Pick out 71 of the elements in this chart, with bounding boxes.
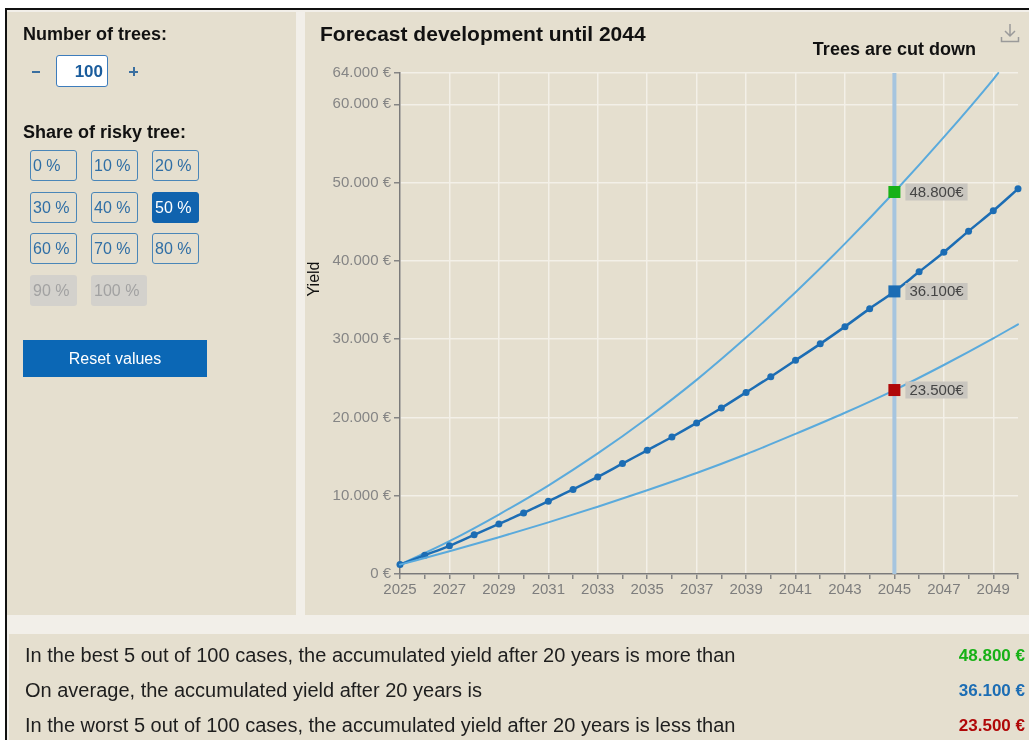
- point: [989, 207, 997, 215]
- text: Share of risky tree:: [23, 121, 187, 143]
- point: [693, 419, 701, 427]
- point: [594, 473, 602, 481]
- point: [470, 531, 478, 539]
- chart-title: Forecast development until 2044: [320, 21, 646, 45]
- point: [888, 384, 901, 397]
- point: [915, 268, 923, 276]
- point: [717, 404, 725, 412]
- text: 20 %: [155, 156, 192, 175]
- x-tick-label: 2041: [778, 580, 813, 598]
- text: 70 %: [94, 239, 131, 258]
- data-label: 36.100€: [909, 282, 965, 300]
- y-tick-label: 64.000 €: [332, 63, 392, 81]
- y-tick-label: 20.000 €: [332, 407, 392, 425]
- y-tick-label: 10.000 €: [332, 485, 392, 503]
- x-tick-label: 2043: [828, 580, 862, 598]
- data-label: 48.800€: [909, 182, 965, 200]
- point: [618, 460, 626, 468]
- point: [495, 520, 503, 528]
- number-field: 100: [56, 55, 108, 87]
- x-tick-label: 2029: [482, 580, 516, 598]
- point: [816, 340, 824, 348]
- x-tick-label: 2045: [877, 580, 912, 598]
- ref-line-label: Trees are cut down: [812, 38, 976, 59]
- text: Number of trees:: [23, 23, 168, 45]
- x-tick-label: 2033: [581, 580, 615, 598]
- point: [767, 373, 775, 381]
- point: [792, 356, 800, 364]
- y-tick-label: 40.000 €: [332, 251, 392, 269]
- text: 50 %: [155, 198, 192, 217]
- text: On average, the accumulated yield after 20 years is: [25, 679, 482, 702]
- point: [940, 248, 948, 256]
- text: In the worst 5 out of 100 cases, the accumulated yield after 20 years is less than: [25, 714, 736, 737]
- y-tick-label: 60.000 €: [332, 94, 392, 112]
- point: [445, 542, 453, 550]
- point: [888, 185, 901, 198]
- point: [544, 497, 552, 505]
- text: 23.500 €: [957, 715, 1025, 737]
- point: [1014, 185, 1022, 193]
- x-tick-label: 2039: [729, 580, 763, 598]
- y-tick-label: 0 €: [370, 564, 392, 582]
- point: [742, 388, 750, 396]
- point: [643, 446, 651, 454]
- point: [520, 509, 528, 517]
- text: 0 %: [33, 156, 61, 175]
- x-tick-label: 2031: [531, 580, 566, 598]
- point: [841, 323, 849, 331]
- point: [569, 485, 577, 493]
- x-tick-label: 2027: [432, 580, 467, 598]
- text: In the best 5 out of 100 cases, the accumulated yield after 20 years is more than: [25, 644, 736, 667]
- point: [866, 305, 874, 313]
- text: 30 %: [33, 198, 70, 217]
- text: 48.800 €: [957, 645, 1025, 667]
- x-tick-label: 2037: [679, 580, 714, 598]
- text: 60 %: [33, 239, 70, 258]
- y-tick-label: 30.000 €: [332, 329, 392, 347]
- text: 36.100 €: [957, 680, 1025, 702]
- text: 80 %: [155, 239, 192, 258]
- x-tick-label: 2047: [927, 580, 961, 598]
- x-tick-label: 2025: [383, 580, 417, 598]
- text: Reset values: [67, 349, 163, 368]
- point: [965, 227, 973, 235]
- y-axis-title: Yield: [304, 261, 322, 297]
- x-tick-label: 2049: [976, 580, 1010, 598]
- x-tick-label: 2035: [630, 580, 664, 598]
- text: 40 %: [94, 198, 131, 217]
- data-label: 23.500€: [909, 380, 965, 398]
- text: 10 %: [94, 156, 131, 175]
- y-tick-label: 50.000 €: [332, 172, 392, 190]
- point: [668, 433, 676, 441]
